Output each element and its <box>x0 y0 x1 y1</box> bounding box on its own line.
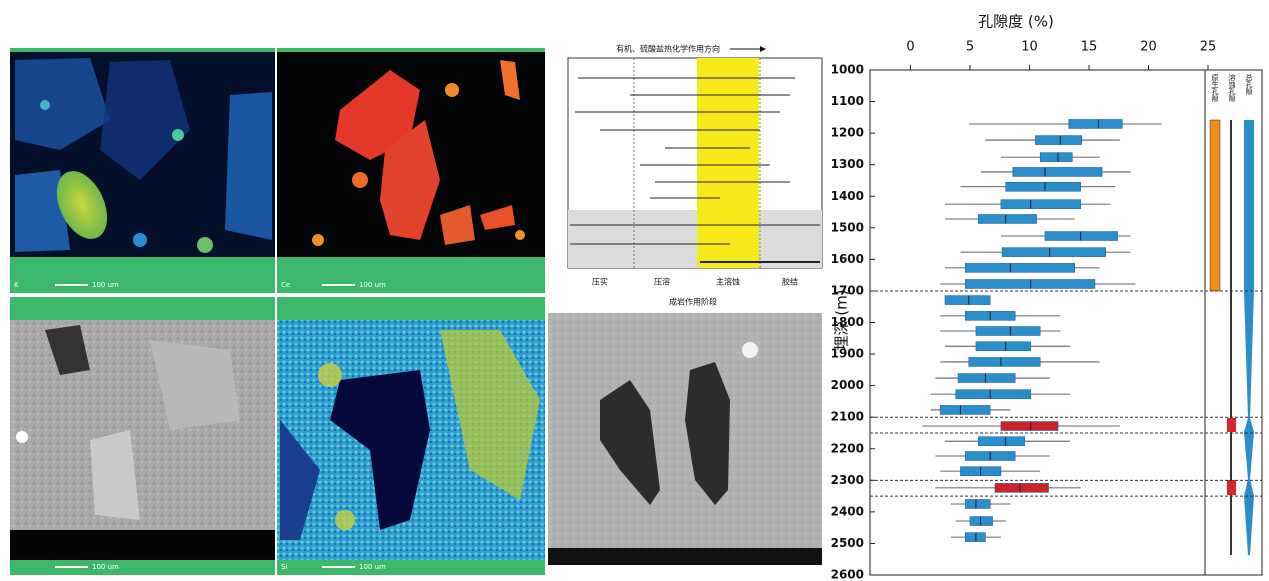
y-tick-label: 2600 <box>831 568 864 581</box>
micrograph-si <box>277 297 545 575</box>
box <box>1001 422 1058 431</box>
box <box>965 279 1095 288</box>
y-tick-label: 1000 <box>831 63 864 77</box>
y-tick-label: 2000 <box>831 378 864 392</box>
x-tick-label: 0 <box>906 40 914 55</box>
paragenesis-diagram: 有机、硫酸盐热化学作用方向 压实 压溶 主溶蚀 胶结 成岩作用阶段 <box>568 44 822 307</box>
micrograph-k <box>10 48 275 293</box>
stage-label: 胶结 <box>782 277 798 287</box>
micrograph-bse <box>10 297 275 575</box>
box <box>958 374 1015 383</box>
x-tick-label: 15 <box>1081 40 1098 55</box>
strip-label: 溶蚀孔隙 <box>1228 73 1236 102</box>
plot-frame <box>870 70 1262 575</box>
box <box>970 517 993 526</box>
box <box>976 342 1031 351</box>
element-label: Ce <box>281 281 290 289</box>
box <box>1045 232 1118 241</box>
y-tick-label: 1900 <box>831 347 864 361</box>
y-tick-label: 2200 <box>831 441 864 455</box>
stage-label: 压溶 <box>654 277 670 287</box>
box <box>976 327 1040 336</box>
box <box>965 533 985 542</box>
box <box>995 483 1049 492</box>
box <box>1035 136 1081 145</box>
strip-label: 总孔隙 <box>1245 73 1253 95</box>
scale-label: 100 um <box>92 281 119 289</box>
box <box>940 405 990 414</box>
y-tick-label: 1500 <box>831 220 864 234</box>
x-tick-label: 25 <box>1200 40 1217 55</box>
y-tick-label: 1700 <box>831 283 864 297</box>
y-tick-label: 1300 <box>831 157 864 171</box>
box <box>1013 167 1102 176</box>
x-tick-label: 20 <box>1140 40 1157 55</box>
y-tick-label: 1200 <box>831 126 864 140</box>
stage-label: 主溶蚀 <box>716 277 740 287</box>
box <box>945 296 990 305</box>
element-label: K <box>14 281 19 289</box>
y-tick-label: 2400 <box>831 504 864 518</box>
box <box>978 437 1024 446</box>
page: {"micrographs": {"panels": [ {"element":… <box>0 0 1269 581</box>
y-tick-label: 2100 <box>831 410 864 424</box>
box <box>965 263 1074 272</box>
box <box>1069 119 1123 128</box>
strip-label: 原生孔隙 <box>1211 74 1219 102</box>
y-tick-label: 2300 <box>831 473 864 487</box>
element-label: Si <box>281 563 287 571</box>
pore-type-strip <box>1210 120 1254 555</box>
scale-label: 100 um <box>92 563 119 571</box>
y-tick-label: 1400 <box>831 189 864 203</box>
stage-label: 压实 <box>592 277 608 287</box>
box <box>956 390 1031 399</box>
box <box>1002 248 1106 257</box>
box <box>965 499 990 508</box>
box <box>1040 153 1072 162</box>
y-tick-label: 2500 <box>831 536 864 550</box>
sem-image <box>548 313 822 565</box>
x-tick-label: 5 <box>966 40 974 55</box>
diagram-caption: 成岩作用阶段 <box>669 297 717 307</box>
y-tick-label: 1100 <box>831 94 864 108</box>
box <box>969 357 1040 366</box>
scale-label: 100 um <box>359 563 386 571</box>
y-tick-label: 1600 <box>831 252 864 266</box>
y-tick-label: 1800 <box>831 315 864 329</box>
box <box>978 214 1036 223</box>
x-axis-label: 孔隙度 (%) <box>978 13 1054 31</box>
box <box>1006 182 1081 191</box>
scale-label: 100 um <box>359 281 386 289</box>
diagram-arrow-label: 有机、硫酸盐热化学作用方向 <box>616 44 720 54</box>
figure: 有机、硫酸盐热化学作用方向 压实 压溶 主溶蚀 胶结 成岩作用阶段 孔隙度 (%… <box>0 0 1269 581</box>
micrograph-ce <box>277 48 545 293</box>
box <box>1001 200 1081 209</box>
x-tick-label: 10 <box>1021 40 1038 55</box>
